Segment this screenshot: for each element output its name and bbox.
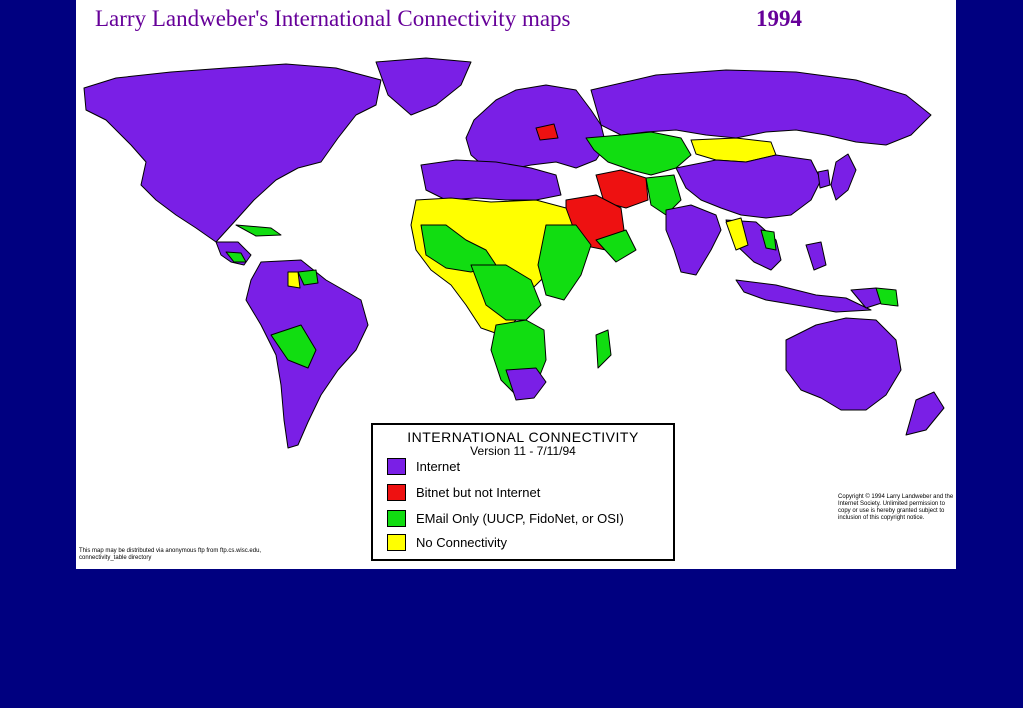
region-australia	[785, 317, 902, 411]
slide-title: Larry Landweber's International Connecti…	[95, 6, 571, 31]
legend-swatch-bitnet	[387, 483, 406, 501]
legend-heading: INTERNATIONAL CONNECTIVITY	[407, 429, 639, 445]
legend-swatch-no-connectivity	[387, 533, 406, 551]
region-north-africa	[420, 159, 562, 201]
legend-item-email: EMail Only (UUCP, FidoNet, or OSI)	[387, 509, 624, 527]
region-central-asia	[585, 131, 692, 176]
region-madagascar	[595, 329, 612, 369]
region-central-america-email	[225, 251, 247, 263]
region-bolivia-paraguay	[270, 324, 317, 369]
region-east-africa	[537, 224, 592, 301]
region-vietnam	[760, 229, 777, 251]
region-china	[675, 154, 822, 219]
region-philippines	[805, 241, 827, 271]
region-afghanistan-pakistan	[645, 174, 682, 216]
legend-label-no-connectivity: No Connectivity	[416, 534, 508, 550]
legend-swatch-email	[387, 509, 406, 527]
region-north-america	[83, 63, 382, 243]
legend-label-email: EMail Only (UUCP, FidoNet, or OSI)	[416, 510, 624, 526]
region-india	[665, 204, 722, 276]
legend-item-no-connectivity: No Connectivity	[387, 533, 507, 551]
map-legend: INTERNATIONAL CONNECTIVITY Version 11 - …	[371, 423, 675, 561]
region-korea	[817, 169, 831, 189]
slide-panel: Larry Landweber's International Connecti…	[76, 0, 956, 569]
region-arabia-email	[595, 229, 637, 263]
region-new-zealand	[905, 391, 945, 436]
region-greenland	[375, 57, 472, 116]
slide-year: 1994	[756, 6, 802, 31]
region-central-africa	[470, 264, 542, 321]
distribution-note: This map may be distributed via anonymou…	[79, 548, 262, 561]
region-png-email	[875, 287, 899, 307]
region-guyana	[297, 269, 319, 286]
region-suriname	[287, 271, 301, 289]
region-japan	[830, 153, 857, 201]
legend-swatch-internet	[387, 457, 406, 475]
legend-version: Version 11 - 7/11/94	[470, 444, 576, 458]
region-caribbean	[235, 224, 282, 237]
legend-label-bitnet: Bitnet but not Internet	[416, 484, 541, 500]
region-south-africa	[505, 367, 547, 401]
region-indonesia	[735, 279, 872, 313]
legend-label-internet: Internet	[416, 458, 461, 474]
world-connectivity-map	[83, 57, 945, 449]
legend-item-bitnet: Bitnet but not Internet	[387, 483, 540, 501]
legend-item-internet: Internet	[387, 457, 460, 475]
copyright-note: Copyright © 1994 Larry Landweber and the…	[838, 494, 954, 521]
region-burma	[725, 217, 749, 251]
region-belarus	[535, 123, 559, 141]
